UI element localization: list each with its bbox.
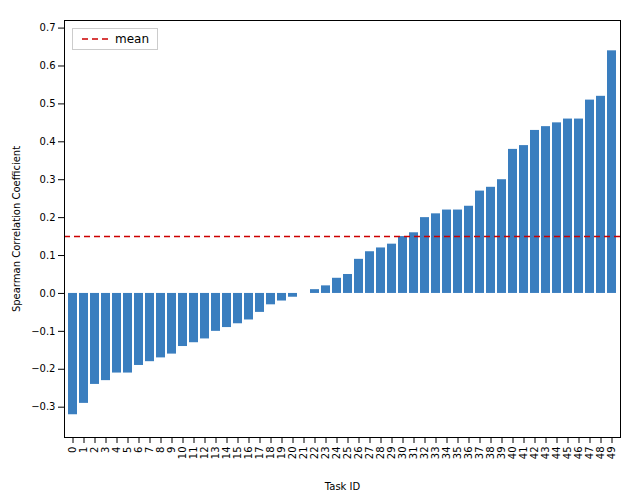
svg-text:9: 9 — [166, 447, 177, 453]
svg-text:32: 32 — [419, 447, 430, 460]
svg-text:−0.2: −0.2 — [31, 363, 55, 374]
svg-text:41: 41 — [518, 447, 529, 460]
svg-text:33: 33 — [430, 447, 441, 460]
svg-text:44: 44 — [551, 447, 562, 460]
svg-text:0.5: 0.5 — [40, 98, 56, 109]
svg-text:0.0: 0.0 — [40, 288, 56, 299]
svg-text:36: 36 — [463, 447, 474, 460]
svg-text:31: 31 — [408, 447, 419, 460]
svg-text:0.1: 0.1 — [40, 250, 56, 261]
svg-text:45: 45 — [562, 447, 573, 460]
svg-text:34: 34 — [441, 447, 452, 460]
svg-text:18: 18 — [265, 447, 276, 460]
svg-text:24: 24 — [331, 447, 342, 460]
svg-text:0.7: 0.7 — [40, 22, 56, 33]
svg-text:2: 2 — [89, 447, 100, 453]
svg-text:29: 29 — [386, 447, 397, 460]
svg-text:43: 43 — [540, 447, 551, 460]
svg-text:Task ID: Task ID — [324, 481, 361, 492]
svg-text:0: 0 — [67, 447, 78, 453]
svg-text:0.6: 0.6 — [40, 60, 56, 71]
svg-text:1: 1 — [78, 447, 89, 453]
svg-text:22: 22 — [309, 447, 320, 460]
svg-text:39: 39 — [496, 447, 507, 460]
svg-text:10: 10 — [177, 447, 188, 460]
svg-text:47: 47 — [584, 447, 595, 460]
svg-text:21: 21 — [298, 447, 309, 460]
svg-text:20: 20 — [287, 447, 298, 460]
svg-text:49: 49 — [606, 447, 617, 460]
svg-text:0.2: 0.2 — [40, 212, 56, 223]
svg-text:4: 4 — [111, 447, 122, 453]
svg-text:28: 28 — [375, 447, 386, 460]
svg-text:46: 46 — [573, 447, 584, 460]
svg-text:5: 5 — [122, 447, 133, 453]
svg-text:13: 13 — [210, 447, 221, 460]
svg-text:42: 42 — [529, 447, 540, 460]
svg-text:30: 30 — [397, 447, 408, 460]
svg-text:23: 23 — [320, 447, 331, 460]
svg-text:7: 7 — [144, 447, 155, 453]
svg-text:17: 17 — [254, 447, 265, 460]
svg-text:40: 40 — [507, 447, 518, 460]
svg-text:−0.1: −0.1 — [31, 326, 55, 337]
svg-text:3: 3 — [100, 447, 111, 453]
svg-text:8: 8 — [155, 447, 166, 453]
svg-text:37: 37 — [474, 447, 485, 460]
svg-text:11: 11 — [188, 447, 199, 460]
svg-text:14: 14 — [221, 447, 232, 460]
svg-text:0.3: 0.3 — [40, 174, 56, 185]
svg-text:−0.3: −0.3 — [31, 401, 55, 412]
html-text:mean: mean — [115, 32, 149, 46]
svg-text:48: 48 — [595, 447, 606, 460]
svg-text:27: 27 — [364, 447, 375, 460]
svg-text:Spearman Correlation Coefficie: Spearman Correlation Coefficient — [11, 146, 22, 312]
svg-text:38: 38 — [485, 447, 496, 460]
svg-text:12: 12 — [199, 447, 210, 460]
svg-text:25: 25 — [342, 447, 353, 460]
svg-text:26: 26 — [353, 447, 364, 460]
svg-text:16: 16 — [243, 447, 254, 460]
svg-text:35: 35 — [452, 447, 463, 460]
svg-text:6: 6 — [133, 447, 144, 453]
svg-text:15: 15 — [232, 447, 243, 460]
svg-text:0.4: 0.4 — [40, 136, 56, 147]
svg-text:19: 19 — [276, 447, 287, 460]
